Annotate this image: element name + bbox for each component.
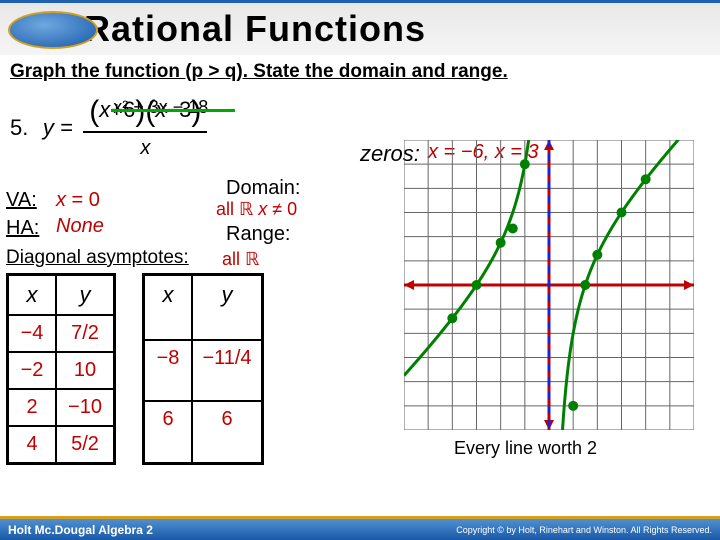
table-cell: 4 (8, 426, 56, 463)
domain-label: Domain: (226, 177, 300, 200)
table-header: x (144, 275, 192, 340)
equation: 5. y = (x+6)(x−3) x² + 3x − 18 x (10, 95, 370, 160)
y-equals: y = (43, 115, 73, 141)
content-area: Graph the function (p > q). State the do… (0, 55, 720, 516)
problem-number: 5. (10, 115, 28, 141)
graph-caption: Every line worth 2 (454, 438, 597, 459)
table-cell: −8 (144, 340, 192, 402)
ha-label: HA: (6, 217, 39, 240)
range-value: all ℝ (222, 249, 259, 270)
denominator: x (83, 135, 207, 160)
fraction: (x+6)(x−3) x² + 3x − 18 x (83, 95, 207, 160)
diagonal-asymptotes-label: Diagonal asymptotes: (6, 247, 189, 269)
tables-container: x y −4 7/2 −2 10 2 −10 4 5/2 x y −8 −11/… (6, 273, 264, 465)
graph-svg (404, 140, 694, 430)
table-header: y (56, 275, 114, 315)
strike-line (111, 109, 235, 112)
table-cell: 6 (192, 401, 262, 463)
instruction-text: Graph the function (p > q). State the do… (10, 61, 710, 83)
footer-copyright: Copyright © by Holt, Rinehart and Winsto… (456, 525, 712, 535)
table-header: x (8, 275, 56, 315)
table-1: x y −4 7/2 −2 10 2 −10 4 5/2 (6, 273, 116, 465)
table-cell: −2 (8, 352, 56, 389)
table-cell: −10 (56, 389, 114, 426)
ha-value: None (56, 215, 104, 238)
va-value: x = 0 (56, 189, 100, 212)
footer-textbook: Holt Mc.Dougal Algebra 2 (8, 523, 153, 537)
va-label: VA: (6, 189, 37, 212)
numerator: (x+6)(x−3) x² + 3x − 18 (83, 95, 207, 133)
graph (404, 140, 694, 430)
table-cell: 5/2 (56, 426, 114, 463)
table-2: x y −8 −11/4 6 6 (142, 273, 264, 465)
table-cell: −4 (8, 315, 56, 352)
slide-header: Rational Functions (0, 0, 720, 55)
range-label: Range: (226, 223, 291, 246)
table-header: y (192, 275, 262, 340)
table-cell: 2 (8, 389, 56, 426)
table-cell: −11/4 (192, 340, 262, 402)
footer: Holt Mc.Dougal Algebra 2 Copyright © by … (0, 516, 720, 540)
table-cell: 7/2 (56, 315, 114, 352)
table-cell: 10 (56, 352, 114, 389)
domain-value: all ℝ x ≠ 0 (216, 199, 297, 220)
table-cell: 6 (144, 401, 192, 463)
header-oval-icon (8, 11, 98, 49)
slide-title: Rational Functions (84, 8, 426, 50)
